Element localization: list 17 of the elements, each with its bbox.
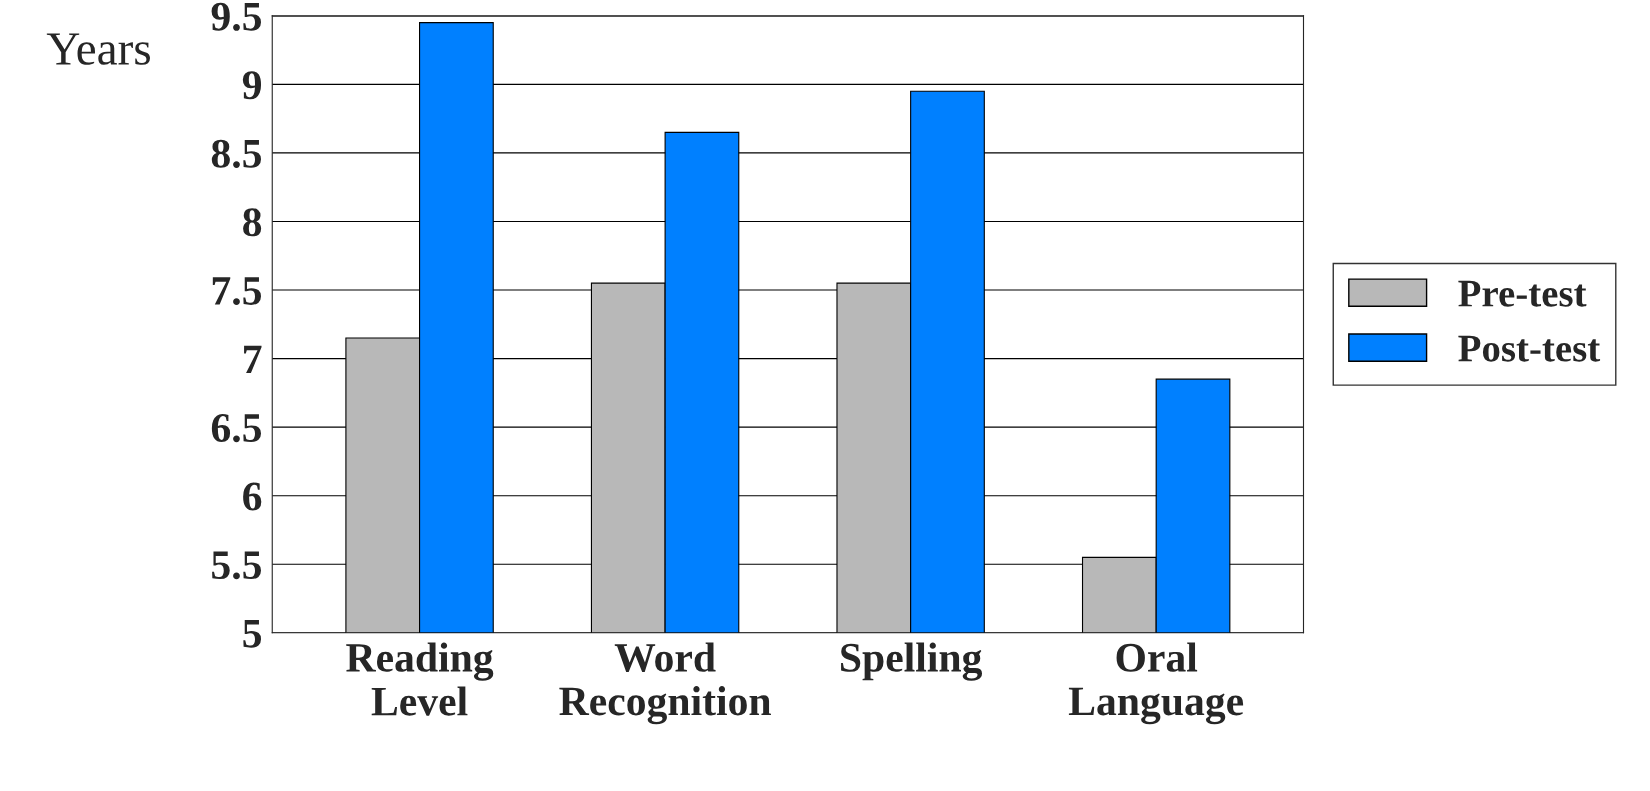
- y-tick-label: 8: [243, 208, 262, 237]
- y-tick-label: 8.5: [211, 139, 261, 168]
- x-tick-label: Reading Level: [346, 642, 494, 716]
- x-tick-label: Spelling: [841, 642, 983, 681]
- x-tick-label: Word Recognition: [559, 642, 771, 725]
- legend-label: Post-test: [1458, 335, 1601, 362]
- y-tick-label: 5.5: [212, 551, 261, 580]
- y-tick-label: 5: [243, 619, 261, 648]
- y-tick-label: 9: [242, 71, 262, 100]
- y-tick-label: 9.5: [211, 2, 261, 31]
- y-tick-label: 6: [243, 482, 262, 511]
- y-tick-label: 6.5: [211, 414, 261, 443]
- y-tick-label: 7: [244, 345, 262, 374]
- x-tick-label: Oral Language: [1068, 642, 1244, 725]
- legend-label: Pre-test: [1458, 280, 1587, 307]
- y-tick-label: 7.5: [212, 277, 261, 306]
- y-axis-title: Years: [46, 33, 150, 65]
